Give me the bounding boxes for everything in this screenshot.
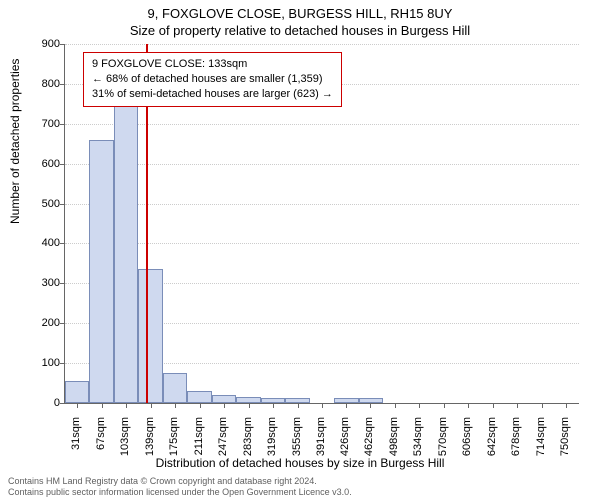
footer-line2: Contains public sector information licen… bbox=[8, 487, 352, 498]
footer-attribution: Contains HM Land Registry data © Crown c… bbox=[8, 476, 352, 498]
ytick-label: 700 bbox=[20, 118, 60, 130]
ytick-label: 900 bbox=[20, 38, 60, 50]
ytick-label: 100 bbox=[20, 357, 60, 369]
xtick-label: 426sqm bbox=[339, 417, 351, 467]
xtick-mark bbox=[298, 403, 299, 408]
ytick-label: 200 bbox=[20, 317, 60, 329]
ytick-mark bbox=[60, 283, 65, 284]
gridline bbox=[65, 204, 579, 205]
xtick-mark bbox=[542, 403, 543, 408]
xtick-label: 67sqm bbox=[95, 417, 107, 467]
annotation-line1: 9 FOXGLOVE CLOSE: 133sqm bbox=[92, 57, 333, 72]
annotation-line3: 31% of semi-detached houses are larger (… bbox=[92, 87, 333, 102]
xtick-mark bbox=[175, 403, 176, 408]
xtick-mark bbox=[444, 403, 445, 408]
histogram-bar bbox=[89, 140, 113, 403]
gridline bbox=[65, 164, 579, 165]
xtick-label: 714sqm bbox=[535, 417, 547, 467]
xtick-mark bbox=[273, 403, 274, 408]
xtick-label: 642sqm bbox=[486, 417, 498, 467]
ytick-mark bbox=[60, 204, 65, 205]
ytick-label: 800 bbox=[20, 78, 60, 90]
xtick-mark bbox=[151, 403, 152, 408]
gridline bbox=[65, 44, 579, 45]
gridline bbox=[65, 124, 579, 125]
annotation-box: 9 FOXGLOVE CLOSE: 133sqm ← 68% of detach… bbox=[83, 52, 342, 107]
xtick-mark bbox=[370, 403, 371, 408]
xtick-mark bbox=[346, 403, 347, 408]
histogram-bar bbox=[163, 373, 187, 403]
ytick-label: 300 bbox=[20, 277, 60, 289]
xtick-mark bbox=[468, 403, 469, 408]
xtick-mark bbox=[77, 403, 78, 408]
ytick-label: 400 bbox=[20, 237, 60, 249]
plot-area: 9 FOXGLOVE CLOSE: 133sqm ← 68% of detach… bbox=[64, 44, 579, 404]
xtick-mark bbox=[517, 403, 518, 408]
histogram-bar bbox=[187, 391, 211, 403]
gridline bbox=[65, 243, 579, 244]
xtick-mark bbox=[249, 403, 250, 408]
ytick-mark bbox=[60, 243, 65, 244]
ytick-mark bbox=[60, 124, 65, 125]
histogram-bar bbox=[114, 78, 138, 403]
xtick-mark bbox=[102, 403, 103, 408]
xtick-label: 175sqm bbox=[168, 417, 180, 467]
xtick-label: 498sqm bbox=[388, 417, 400, 467]
xtick-label: 31sqm bbox=[70, 417, 82, 467]
ytick-mark bbox=[60, 44, 65, 45]
xtick-mark bbox=[322, 403, 323, 408]
xtick-label: 283sqm bbox=[242, 417, 254, 467]
xtick-label: 319sqm bbox=[266, 417, 278, 467]
xtick-label: 750sqm bbox=[559, 417, 571, 467]
ytick-label: 600 bbox=[20, 158, 60, 170]
xtick-label: 247sqm bbox=[217, 417, 229, 467]
xtick-mark bbox=[224, 403, 225, 408]
histogram-bar bbox=[65, 381, 89, 403]
xtick-mark bbox=[419, 403, 420, 408]
xtick-label: 678sqm bbox=[510, 417, 522, 467]
ytick-mark bbox=[60, 323, 65, 324]
xtick-mark bbox=[493, 403, 494, 408]
ytick-mark bbox=[60, 84, 65, 85]
xtick-label: 391sqm bbox=[315, 417, 327, 467]
xtick-label: 355sqm bbox=[291, 417, 303, 467]
xtick-label: 103sqm bbox=[119, 417, 131, 467]
ytick-label: 0 bbox=[20, 397, 60, 409]
ytick-mark bbox=[60, 403, 65, 404]
xtick-label: 462sqm bbox=[363, 417, 375, 467]
xtick-label: 139sqm bbox=[144, 417, 156, 467]
chart-container: 9, FOXGLOVE CLOSE, BURGESS HILL, RH15 8U… bbox=[0, 0, 600, 500]
annotation-line2: ← 68% of detached houses are smaller (1,… bbox=[92, 72, 333, 87]
footer-line1: Contains HM Land Registry data © Crown c… bbox=[8, 476, 352, 487]
xtick-label: 570sqm bbox=[437, 417, 449, 467]
xtick-label: 606sqm bbox=[461, 417, 473, 467]
ytick-mark bbox=[60, 164, 65, 165]
xtick-mark bbox=[126, 403, 127, 408]
chart-title-line2: Size of property relative to detached ho… bbox=[0, 23, 600, 38]
xtick-label: 211sqm bbox=[193, 417, 205, 467]
xtick-label: 534sqm bbox=[412, 417, 424, 467]
chart-title-line1: 9, FOXGLOVE CLOSE, BURGESS HILL, RH15 8U… bbox=[0, 6, 600, 21]
xtick-mark bbox=[395, 403, 396, 408]
xtick-mark bbox=[200, 403, 201, 408]
ytick-label: 500 bbox=[20, 198, 60, 210]
histogram-bar bbox=[212, 395, 236, 403]
ytick-mark bbox=[60, 363, 65, 364]
histogram-bar bbox=[138, 269, 162, 403]
xtick-mark bbox=[566, 403, 567, 408]
